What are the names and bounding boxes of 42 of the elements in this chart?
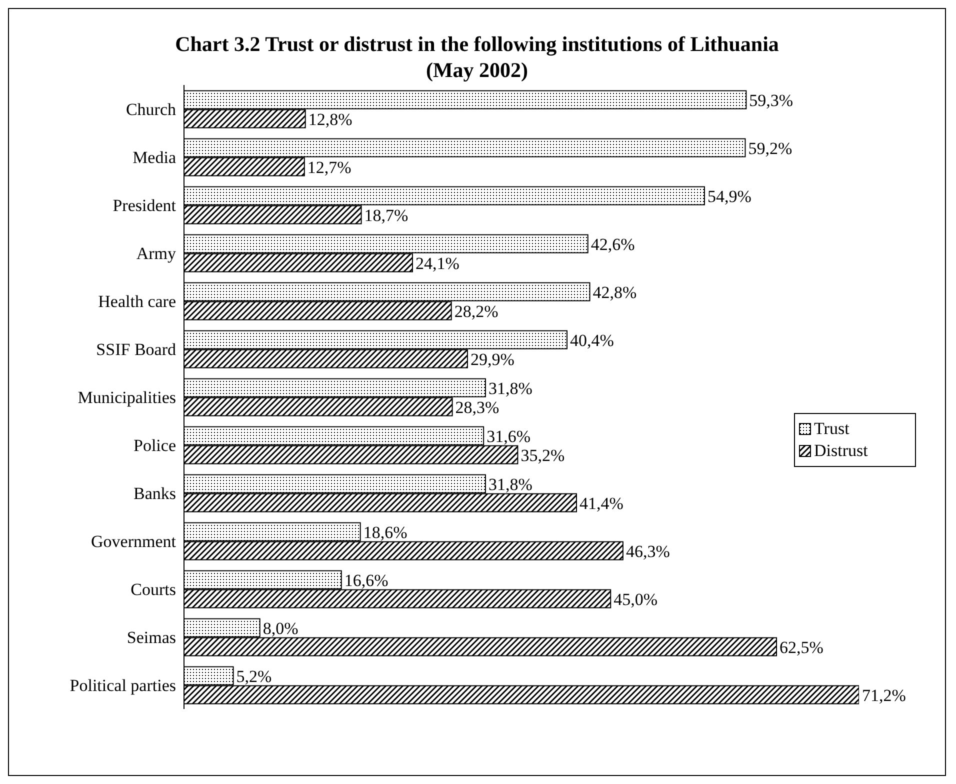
data-label: 40,4%	[570, 330, 614, 350]
y-tick-label: President	[112, 196, 176, 216]
data-label: 31,8%	[488, 474, 532, 494]
data-label: 28,3%	[455, 398, 500, 417]
data-label: 12,8%	[308, 110, 352, 129]
data-label: 5,2%	[236, 666, 272, 686]
data-label: 12,7%	[307, 158, 352, 177]
data-label: 54,9%	[707, 186, 752, 206]
y-tick-label: Political parties	[70, 676, 176, 696]
legend-label: Trust	[814, 418, 850, 440]
data-label: 29,9%	[470, 350, 514, 369]
data-label: 42,8%	[592, 282, 637, 302]
data-label: 59,3%	[749, 90, 794, 110]
data-label: 45,0%	[614, 590, 658, 609]
y-tick-label: Courts	[130, 580, 176, 600]
data-label: 41,4%	[579, 494, 624, 513]
y-tick-label: SSIF Board	[96, 340, 176, 360]
y-tick-label: Army	[136, 244, 176, 264]
legend-label: Distrust	[814, 440, 868, 462]
data-label: 31,6%	[486, 426, 530, 446]
data-label: 62,5%	[780, 638, 824, 657]
data-label: 18,7%	[364, 206, 408, 225]
data-label: 59,2%	[748, 138, 792, 158]
chart-title: Chart 3.2 Trust or distrust in the following institutions of Lithuania (May 2002)	[174, 31, 780, 83]
data-label: 31,8%	[488, 378, 532, 398]
data-label: 42,6%	[590, 234, 635, 254]
y-tick-label: Municipalities	[78, 388, 176, 408]
y-tick-label: Media	[132, 148, 176, 168]
y-tick-label: Police	[134, 436, 176, 456]
data-label: 8,0%	[262, 618, 298, 638]
y-tick-label: Health care	[98, 292, 176, 312]
data-label: 71,2%	[862, 686, 906, 705]
data-label: 46,3%	[626, 542, 670, 561]
data-label: 16,6%	[344, 570, 388, 590]
data-label: 18,6%	[363, 522, 408, 542]
y-tick-label: Seimas	[126, 628, 176, 648]
y-tick-label: Banks	[134, 484, 176, 504]
data-label: 35,2%	[520, 446, 565, 465]
y-tick-label: Government	[91, 532, 176, 552]
data-label: 24,1%	[415, 254, 460, 273]
data-label: 28,2%	[454, 302, 498, 321]
y-tick-label: Church	[126, 100, 176, 120]
